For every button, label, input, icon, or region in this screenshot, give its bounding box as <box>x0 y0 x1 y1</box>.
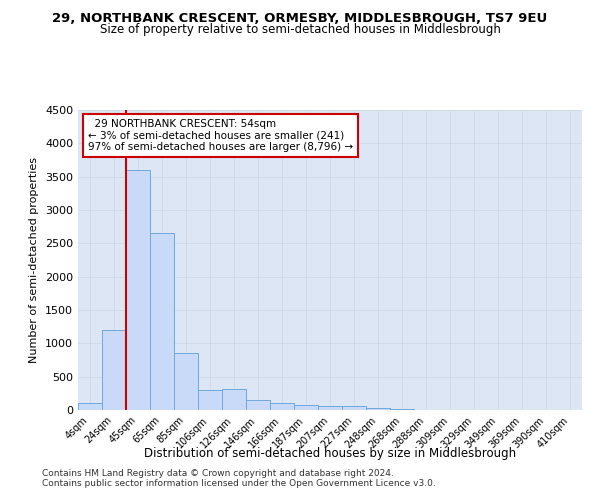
Bar <box>270 404 294 410</box>
Text: Distribution of semi-detached houses by size in Middlesbrough: Distribution of semi-detached houses by … <box>144 448 516 460</box>
Text: Contains public sector information licensed under the Open Government Licence v3: Contains public sector information licen… <box>42 478 436 488</box>
Bar <box>222 390 246 410</box>
Bar <box>246 400 270 410</box>
Bar <box>102 330 126 410</box>
Y-axis label: Number of semi-detached properties: Number of semi-detached properties <box>29 157 40 363</box>
Bar <box>174 354 198 410</box>
Text: Contains HM Land Registry data © Crown copyright and database right 2024.: Contains HM Land Registry data © Crown c… <box>42 468 394 477</box>
Text: 29 NORTHBANK CRESCENT: 54sqm
← 3% of semi-detached houses are smaller (241)
97% : 29 NORTHBANK CRESCENT: 54sqm ← 3% of sem… <box>88 119 353 152</box>
Bar <box>318 406 342 410</box>
Text: 29, NORTHBANK CRESCENT, ORMESBY, MIDDLESBROUGH, TS7 9EU: 29, NORTHBANK CRESCENT, ORMESBY, MIDDLES… <box>52 12 548 26</box>
Bar <box>366 408 390 410</box>
Bar <box>126 170 150 410</box>
Bar <box>342 406 366 410</box>
Bar <box>150 234 174 410</box>
Text: Size of property relative to semi-detached houses in Middlesbrough: Size of property relative to semi-detach… <box>100 22 500 36</box>
Bar <box>198 390 222 410</box>
Bar <box>78 404 102 410</box>
Bar <box>294 404 318 410</box>
